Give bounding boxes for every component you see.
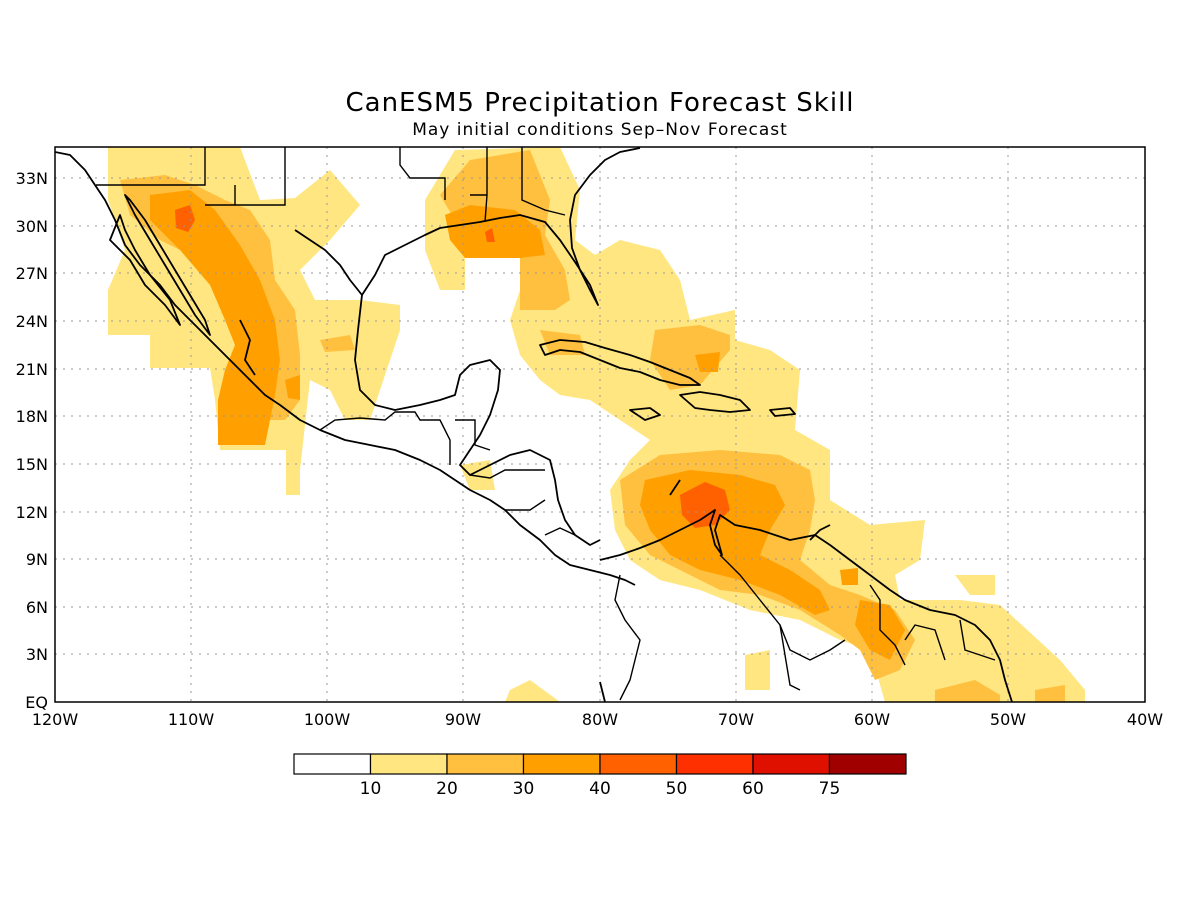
y-axis: EQ 3N 6N 9N 12N 15N 18N 21N 24N 27N 30N …: [16, 169, 48, 712]
y-tick-label: 9N: [26, 550, 48, 569]
y-tick-label: 21N: [16, 360, 48, 379]
colorbar-label: 20: [436, 779, 458, 799]
y-tick-label: 6N: [26, 598, 48, 617]
y-tick-label: 30N: [16, 217, 48, 236]
x-tick-label: 110W: [168, 710, 215, 729]
colorbar-swatch: [446, 753, 525, 775]
colorbar-swatch: [369, 753, 448, 775]
map-subtitle: May initial conditions Sep–Nov Forecast: [412, 120, 788, 140]
plot-frame: [54, 146, 1146, 703]
colorbar-swatch: [599, 753, 678, 775]
y-tick-label: 24N: [16, 312, 48, 331]
y-tick-label: 12N: [16, 503, 48, 522]
colorbar: 10 20 30 40 50 60 75: [293, 753, 907, 799]
x-tick-label: 70W: [718, 710, 754, 729]
x-axis: 120W 110W 100W 90W 80W 70W 60W 50W 40W: [32, 710, 1163, 729]
x-tick-label: 80W: [582, 710, 618, 729]
x-tick-label: 50W: [990, 710, 1026, 729]
map-title: CanESM5 Precipitation Forecast Skill: [345, 88, 854, 118]
y-tick-label: 3N: [26, 645, 48, 664]
colorbar-swatch: [293, 753, 372, 775]
country-borders: [96, 147, 996, 701]
coastlines: [55, 147, 1013, 702]
colorbar-swatch: [752, 753, 831, 775]
y-tick-label: 15N: [16, 455, 48, 474]
colorbar-label: 10: [360, 779, 382, 799]
gridlines: [55, 147, 1145, 702]
colorbar-label: 75: [819, 779, 841, 799]
x-tick-label: 40W: [1127, 710, 1163, 729]
colorbar-label: 60: [742, 779, 764, 799]
x-tick-label: 100W: [304, 710, 351, 729]
colorbar-swatch: [828, 753, 907, 775]
x-tick-label: 120W: [32, 710, 79, 729]
colorbar-label: 30: [513, 779, 535, 799]
y-tick-label: 27N: [16, 264, 48, 283]
x-tick-label: 90W: [445, 710, 481, 729]
skill-level-40: [175, 205, 730, 528]
y-tick-label: EQ: [25, 693, 48, 712]
colorbar-label: 50: [666, 779, 688, 799]
colorbar-swatch: [522, 753, 601, 775]
colorbar-label: 40: [589, 779, 611, 799]
x-tick-label: 60W: [854, 710, 890, 729]
y-tick-label: 33N: [16, 169, 48, 188]
y-tick-label: 18N: [16, 407, 48, 426]
colorbar-swatch: [675, 753, 754, 775]
skill-shading: [108, 147, 1085, 702]
